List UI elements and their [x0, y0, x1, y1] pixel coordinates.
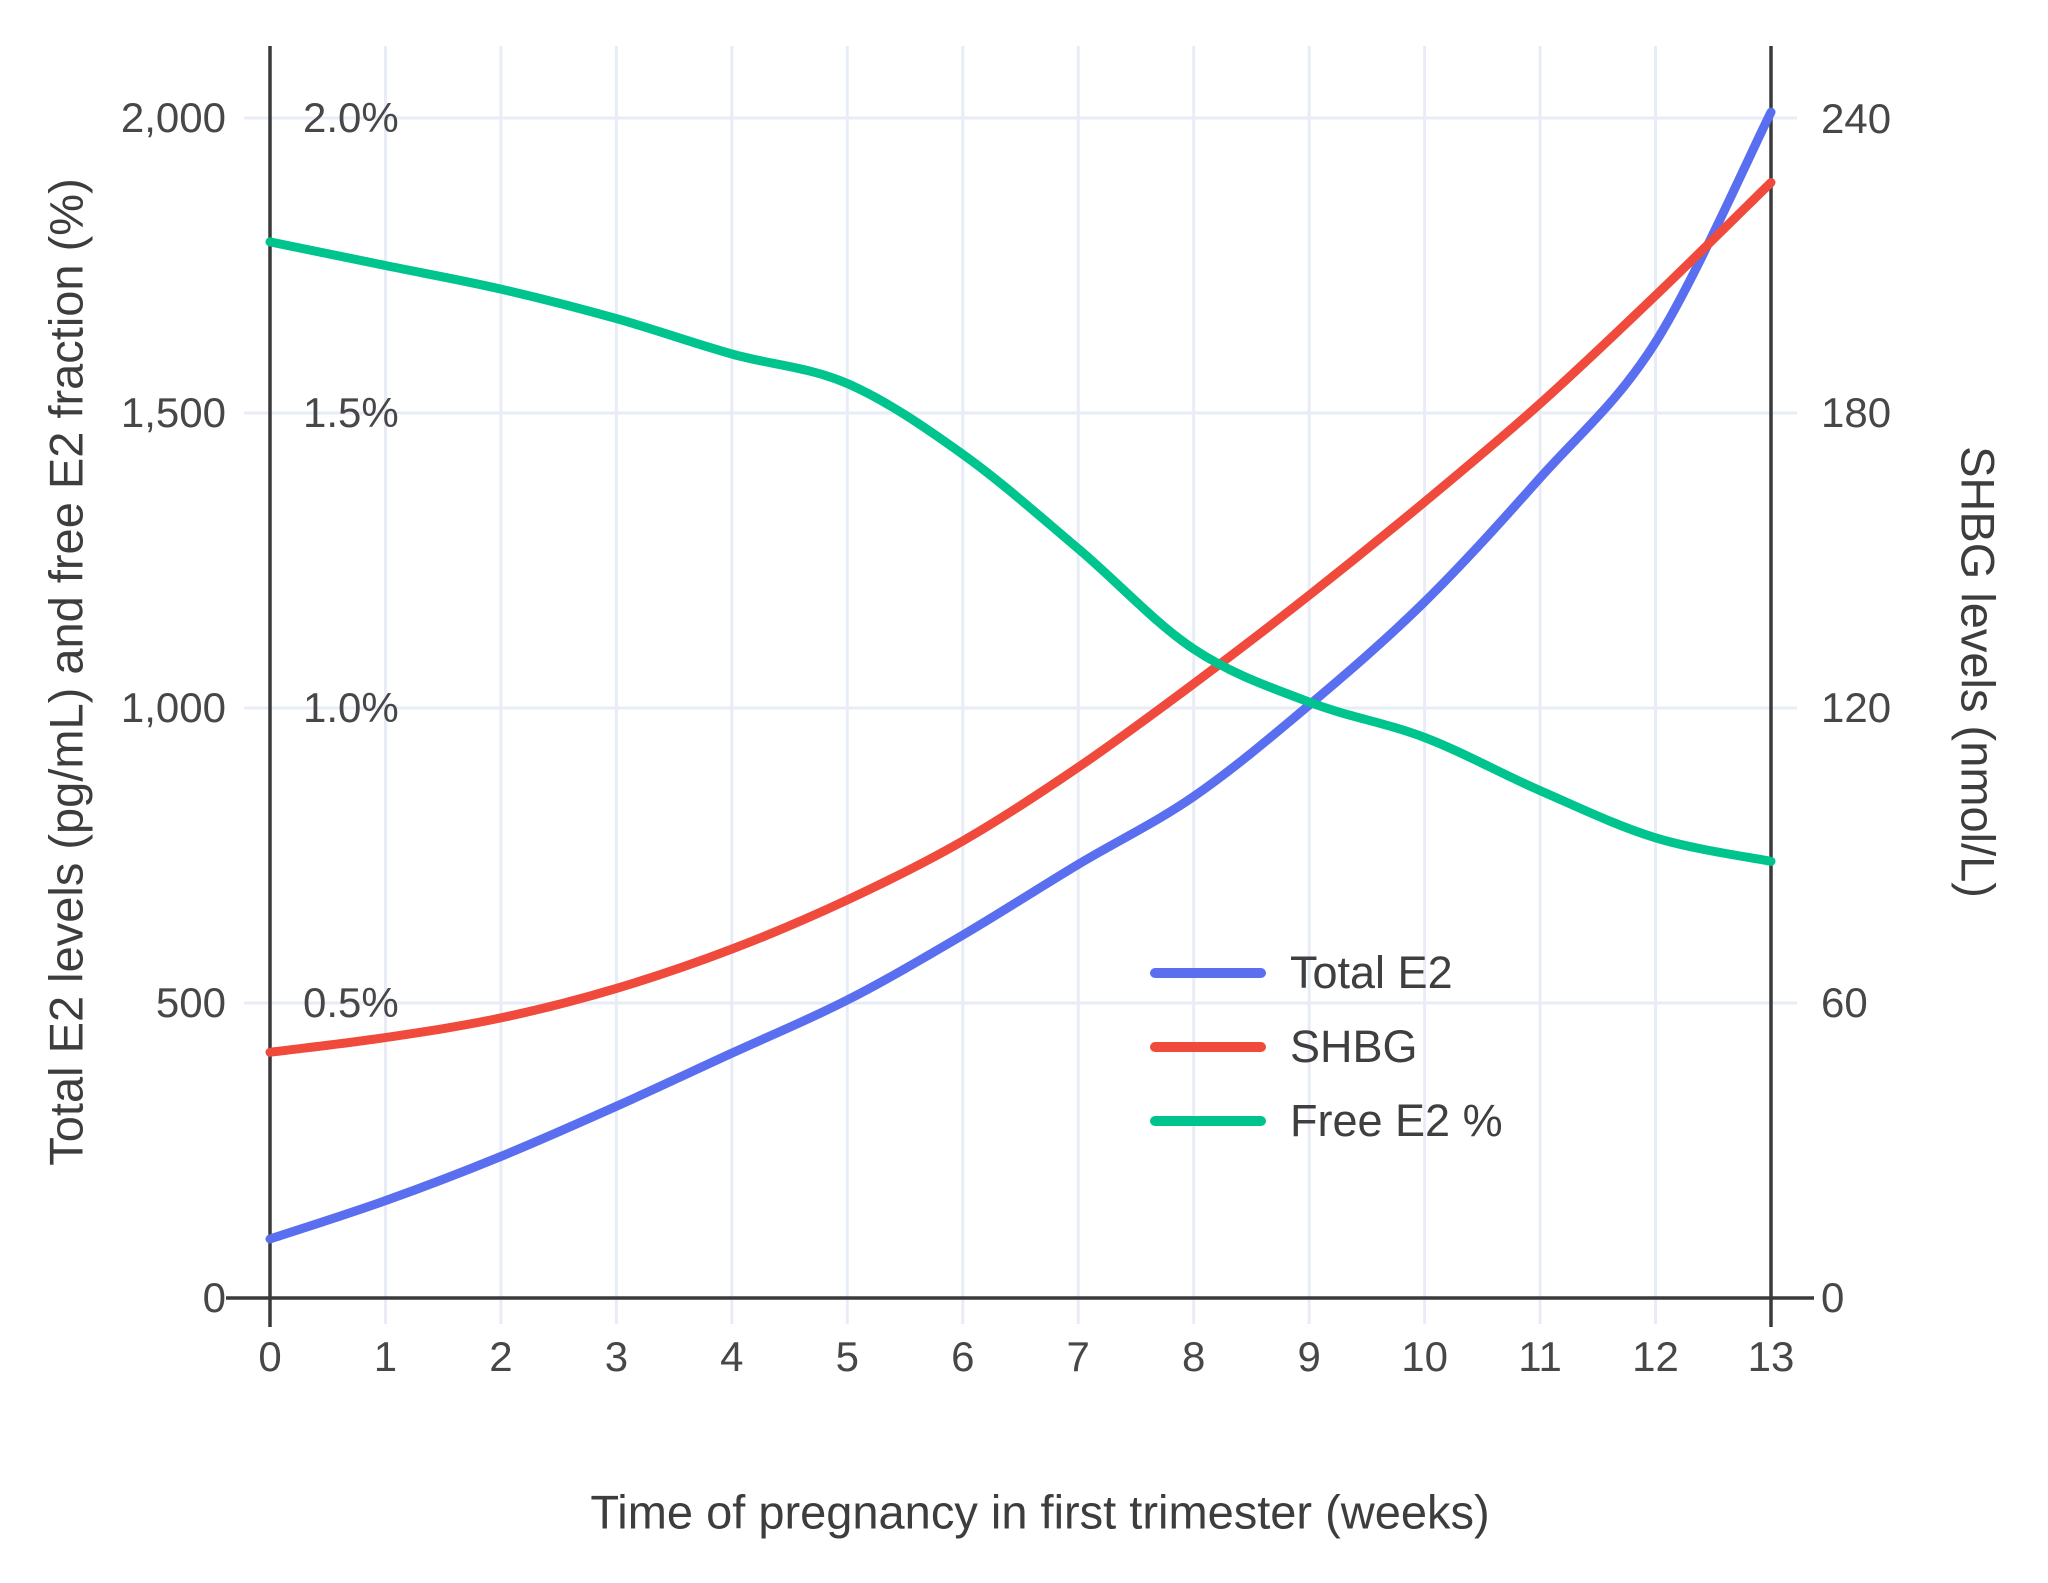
legend-label-free-e2: Free E2 % [1290, 1095, 1503, 1146]
legend-item-total-e2: Total E2 [1150, 950, 1503, 996]
x-axis-title: Time of pregnancy in first trimester (we… [590, 1485, 1490, 1539]
legend-label-shbg: SHBG [1290, 1021, 1418, 1072]
left-axis-title: Total E2 levels (pg/mL) and free E2 frac… [39, 178, 93, 1166]
legend: Total E2 SHBG Free E2 % [1150, 950, 1503, 1144]
legend-item-free-e2: Free E2 % [1150, 1098, 1503, 1144]
legend-label-total-e2: Total E2 [1290, 947, 1453, 998]
legend-swatch-free-e2 [1150, 1116, 1266, 1126]
series-line-shbg [265, 177, 1776, 1057]
legend-item-shbg: SHBG [1150, 1024, 1503, 1070]
series-line-total-e2 [265, 107, 1776, 1244]
legend-swatch-shbg [1150, 1042, 1266, 1052]
right-axis-title: SHBG levels (nmol/L) [1951, 446, 2005, 898]
series-line-free-e2- [265, 237, 1776, 866]
legend-swatch-total-e2 [1150, 968, 1266, 978]
